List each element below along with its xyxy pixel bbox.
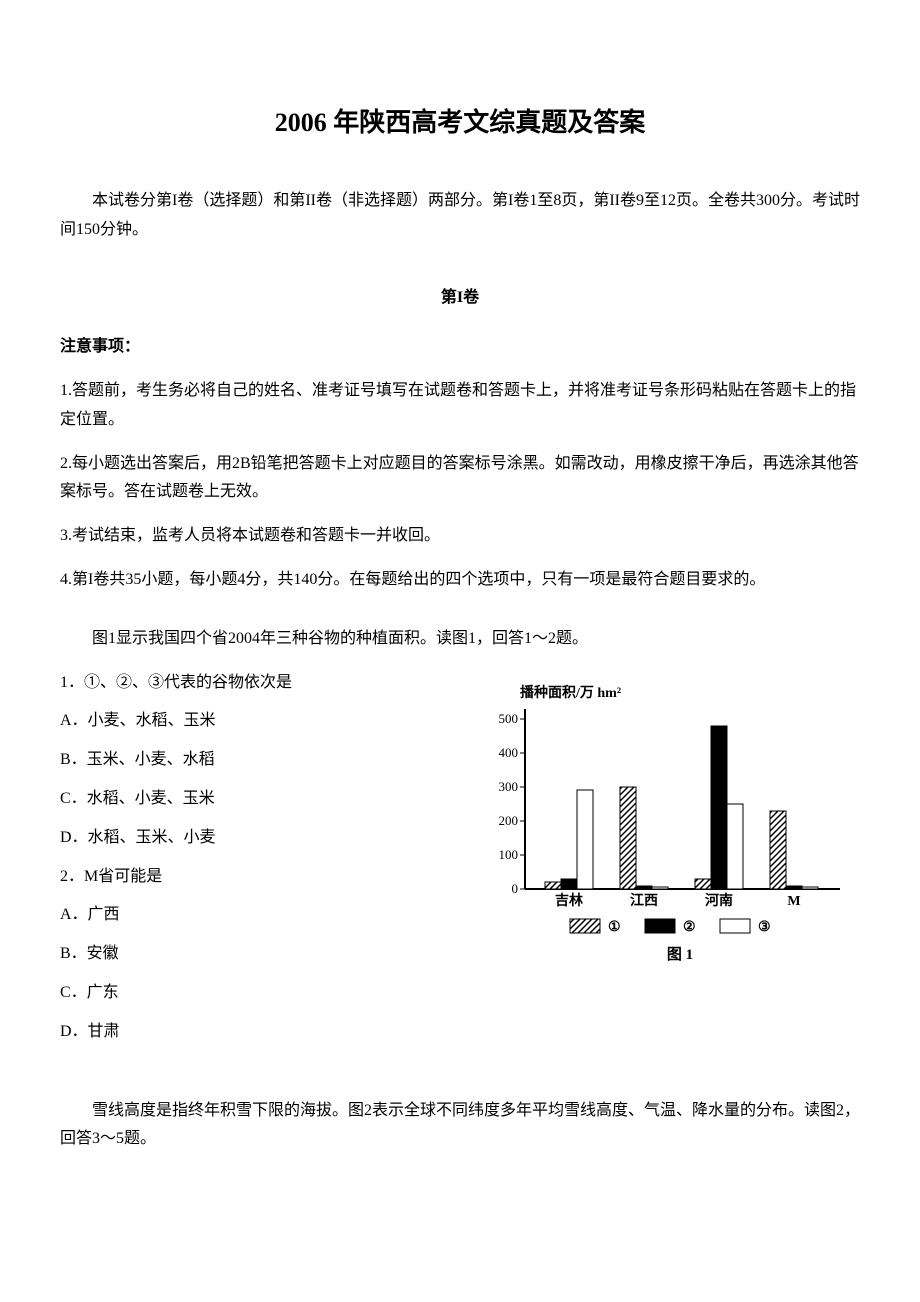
svg-text:500: 500 bbox=[499, 711, 519, 726]
notice-item: 4.第I卷共35小题，每小题4分，共140分。在每题给出的四个选项中，只有一项是… bbox=[60, 566, 860, 595]
question-text: 2．M省可能是 bbox=[60, 863, 420, 892]
svg-text:400: 400 bbox=[499, 745, 519, 760]
intro-text: 本试卷分第I卷（选择题）和第II卷（非选择题）两部分。第I卷1至8页，第II卷9… bbox=[60, 187, 860, 245]
document-title: 2006 年陕西高考文综真题及答案 bbox=[60, 100, 860, 147]
notice-header: 注意事项： bbox=[60, 333, 860, 362]
bar-group-jiangxi: 江西 bbox=[620, 787, 668, 909]
option-item: C．水稻、小麦、玉米 bbox=[60, 785, 420, 814]
passage-text: 雪线高度是指终年积雪下限的海拔。图2表示全球不同纬度多年平均雪线高度、气温、降水… bbox=[60, 1097, 860, 1155]
chart-legend: ① ② ③ bbox=[570, 919, 771, 935]
chart-ylabel: 播种面积/万 hm² bbox=[520, 684, 621, 701]
figure-caption: 图 1 bbox=[667, 946, 693, 963]
notice-item: 1.答题前，考生务必将自己的姓名、准考证号填写在试题卷和答题卡上，并将准考证号条… bbox=[60, 377, 860, 435]
section-header: 第I卷 bbox=[60, 284, 860, 313]
svg-text:M: M bbox=[787, 894, 800, 909]
notice-item: 3.考试结束，监考人员将本试题卷和答题卡一并收回。 bbox=[60, 522, 860, 551]
svg-text:江西: 江西 bbox=[630, 892, 658, 909]
svg-text:0: 0 bbox=[512, 881, 519, 896]
option-item: D．甘肃 bbox=[60, 1018, 420, 1047]
bar-group-henan: 河南 bbox=[695, 726, 743, 909]
question-text: 1．①、②、③代表的谷物依次是 bbox=[60, 669, 420, 698]
svg-text:100: 100 bbox=[499, 847, 519, 862]
option-item: B．安徽 bbox=[60, 940, 420, 969]
chart-figure: 播种面积/万 hm² 0 100 200 300 400 500 bbox=[460, 679, 860, 980]
svg-text:河南: 河南 bbox=[705, 892, 733, 909]
svg-text:300: 300 bbox=[499, 779, 519, 794]
bar-group-jilin: 吉林 bbox=[545, 790, 593, 909]
svg-text:②: ② bbox=[683, 920, 696, 935]
option-item: B．玉米、小麦、水稻 bbox=[60, 746, 420, 775]
option-item: C．广东 bbox=[60, 979, 420, 1008]
svg-text:③: ③ bbox=[758, 920, 771, 935]
y-ticks: 0 100 200 300 400 500 bbox=[499, 711, 526, 896]
notice-item: 2.每小题选出答案后，用2B铅笔把答题卡上对应题目的答案标号涂黑。如需改动，用橡… bbox=[60, 450, 860, 508]
option-item: A．小麦、水稻、玉米 bbox=[60, 707, 420, 736]
bar-chart: 播种面积/万 hm² 0 100 200 300 400 500 bbox=[460, 679, 860, 969]
question-block: 1．①、②、③代表的谷物依次是 A．小麦、水稻、玉米 B．玉米、小麦、水稻 C．… bbox=[60, 669, 860, 1057]
questions-column: 1．①、②、③代表的谷物依次是 A．小麦、水稻、玉米 B．玉米、小麦、水稻 C．… bbox=[60, 669, 420, 1057]
option-item: D．水稻、玉米、小麦 bbox=[60, 824, 420, 853]
passage-text: 图1显示我国四个省2004年三种谷物的种植面积。读图1，回答1～2题。 bbox=[60, 625, 860, 654]
bar-group-m: M bbox=[770, 811, 818, 909]
svg-text:吉林: 吉林 bbox=[555, 892, 583, 909]
svg-text:①: ① bbox=[608, 920, 621, 935]
svg-text:200: 200 bbox=[499, 813, 519, 828]
option-item: A．广西 bbox=[60, 901, 420, 930]
